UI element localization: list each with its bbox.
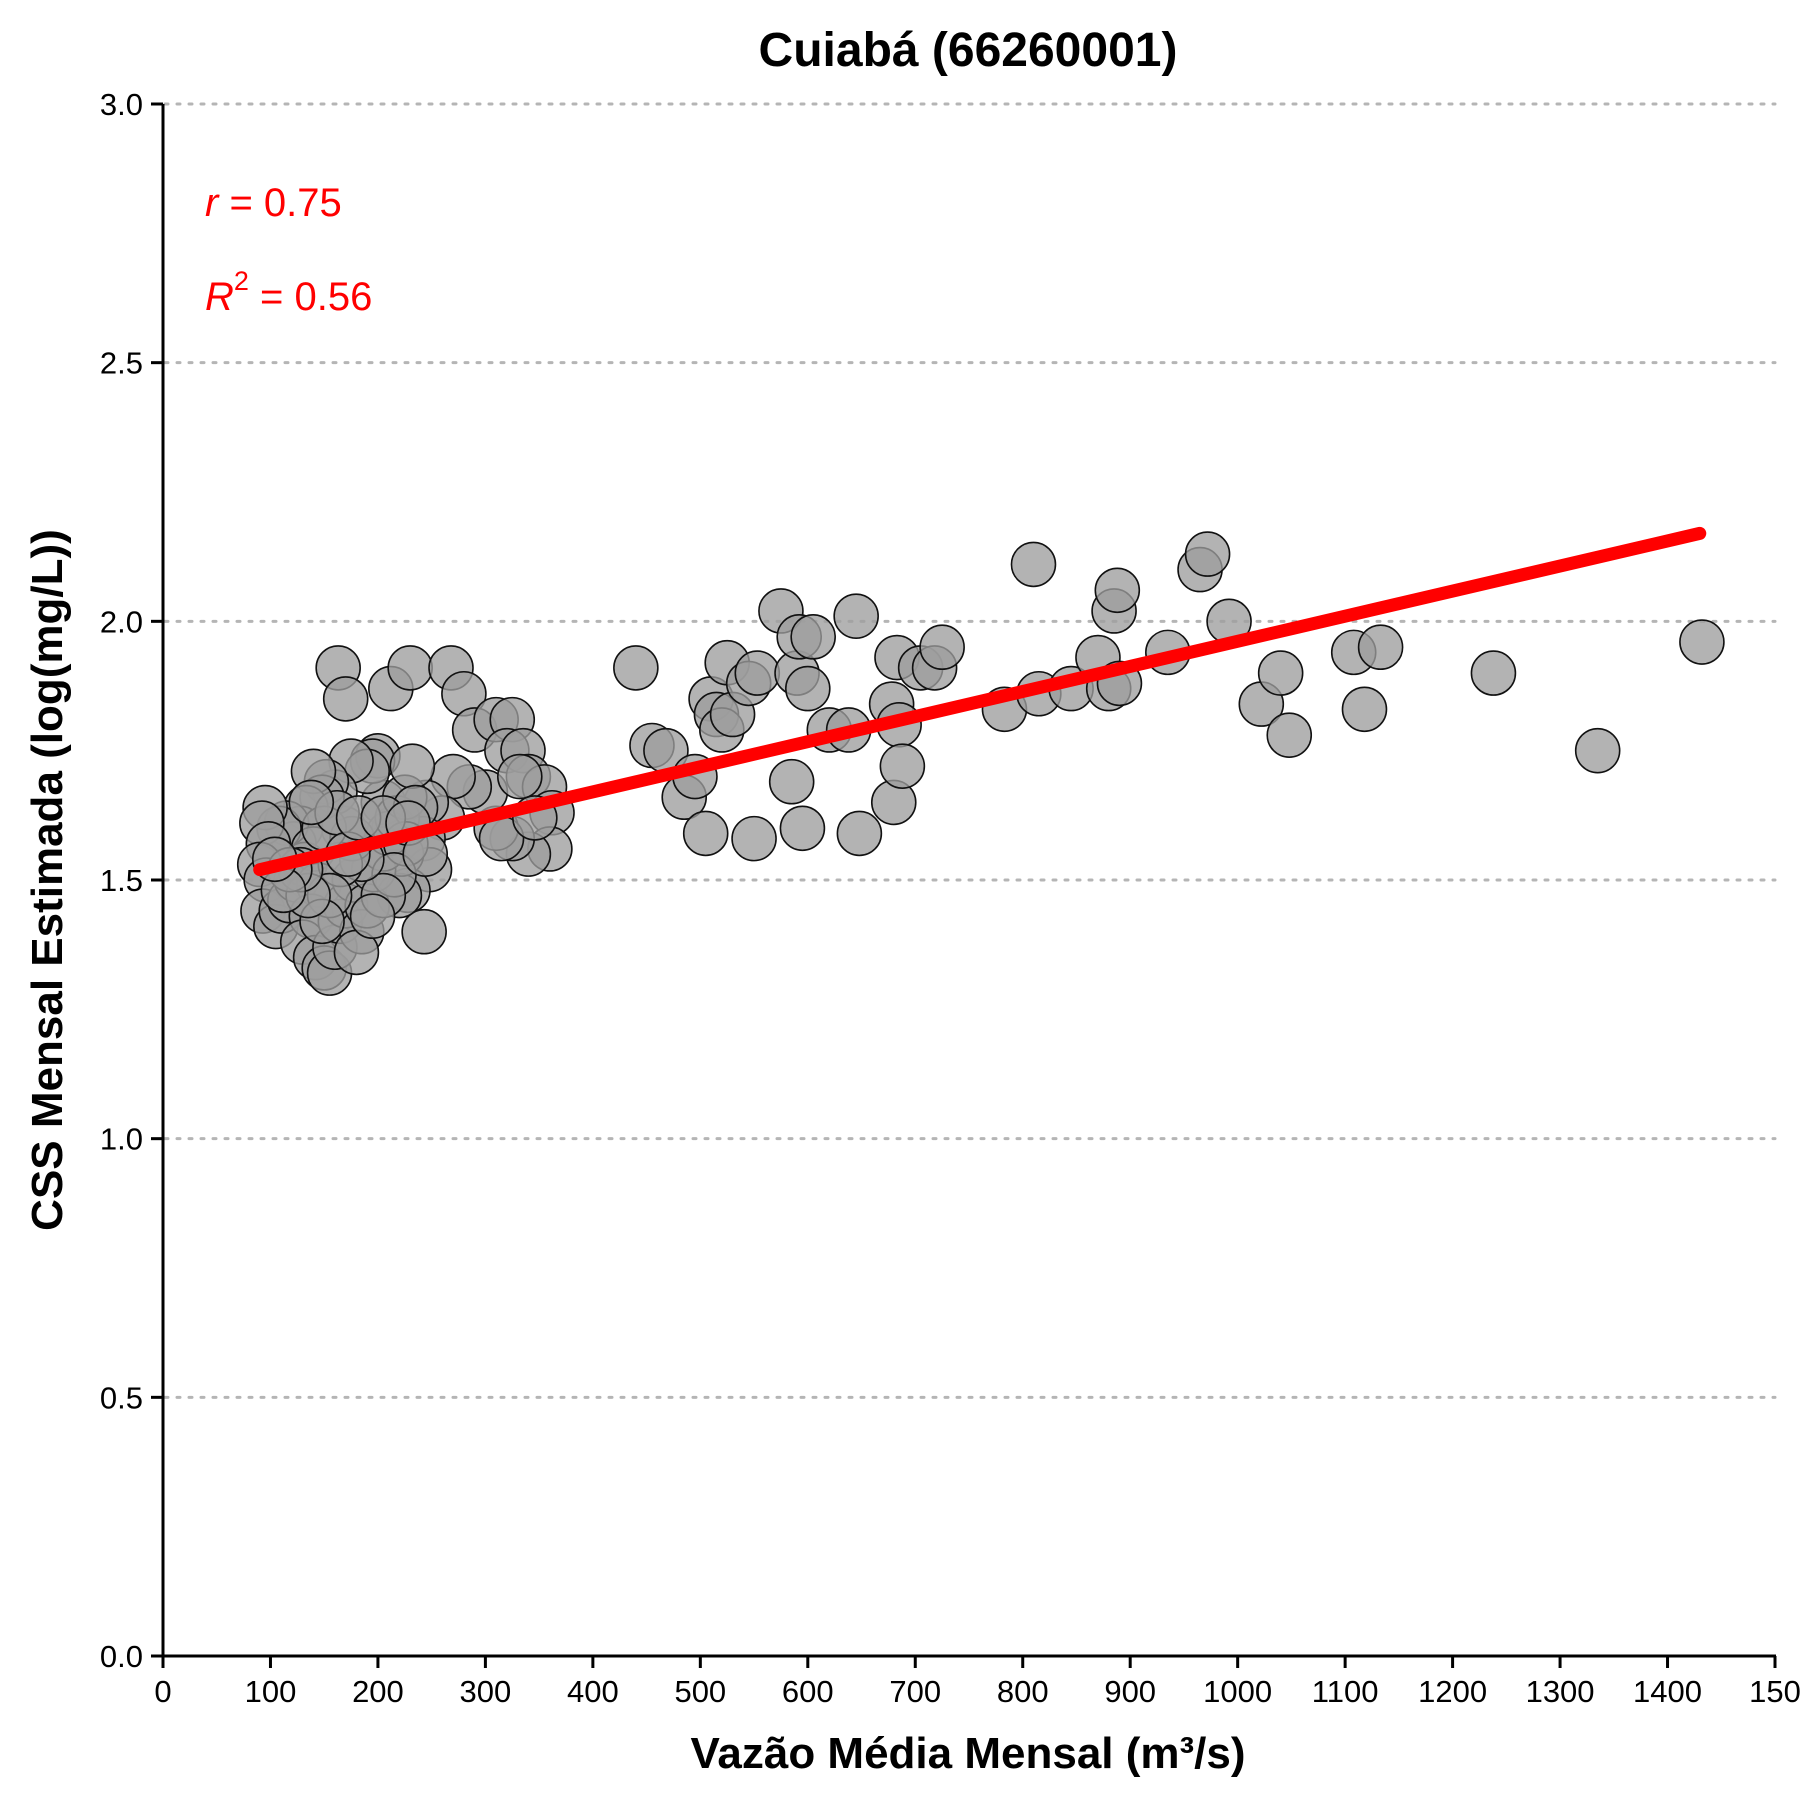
data-point bbox=[1257, 650, 1304, 696]
x-tick-label: 300 bbox=[460, 1674, 512, 1709]
x-tick-label: 150 bbox=[1749, 1674, 1800, 1709]
x-tick-label: 1200 bbox=[1418, 1674, 1487, 1709]
y-tick-label: 1.5 bbox=[100, 863, 143, 898]
data-point bbox=[1266, 712, 1313, 758]
x-axis-title: Vazão Média Mensal (m³/s) bbox=[690, 1729, 1245, 1778]
data-point bbox=[349, 893, 396, 940]
chart-title: Cuiabá (66260001) bbox=[759, 24, 1178, 77]
y-tick-label: 0.0 bbox=[100, 1639, 143, 1674]
data-point bbox=[1184, 531, 1231, 577]
data-point bbox=[879, 743, 926, 789]
data-point bbox=[682, 810, 729, 857]
data-point bbox=[1010, 541, 1057, 588]
data-point bbox=[496, 753, 543, 800]
data-point bbox=[1094, 567, 1141, 614]
y-tick-label: 2.5 bbox=[100, 346, 143, 381]
x-tick-label: 0 bbox=[154, 1674, 171, 1709]
x-tick-label: 1400 bbox=[1633, 1674, 1702, 1709]
data-point bbox=[833, 593, 879, 639]
y-tick-label: 3.0 bbox=[100, 87, 143, 122]
r-value: = 0.75 bbox=[218, 181, 341, 225]
r2-symbol: R bbox=[205, 275, 234, 319]
x-tick-label: 700 bbox=[889, 1674, 941, 1709]
points-layer bbox=[236, 531, 1725, 996]
x-tick-label: 200 bbox=[352, 1674, 404, 1709]
x-tick-label: 1300 bbox=[1526, 1674, 1595, 1709]
data-point bbox=[1574, 727, 1621, 774]
r2-superscript: 2 bbox=[234, 266, 249, 296]
y-tick-label: 2.0 bbox=[100, 604, 143, 639]
data-point bbox=[734, 650, 781, 696]
data-point bbox=[613, 645, 659, 691]
data-point bbox=[288, 779, 335, 826]
x-tick-label: 100 bbox=[245, 1674, 297, 1709]
data-point bbox=[1679, 619, 1725, 665]
correlation-annotation: r = 0.75 bbox=[205, 181, 342, 225]
ticks-layer: 0.0 0.5 1.0 1.5 2.0 2.5 3.0 0 100 200 300 400 500 600… bbox=[100, 87, 1800, 1709]
data-point bbox=[919, 624, 965, 671]
x-tick-label: 400 bbox=[567, 1674, 619, 1709]
x-tick-label: 1100 bbox=[1312, 1674, 1379, 1709]
y-tick-label: 0.5 bbox=[100, 1380, 143, 1415]
r2-value: = 0.56 bbox=[249, 275, 372, 319]
data-point bbox=[401, 908, 447, 955]
x-tick-label: 900 bbox=[1104, 1674, 1156, 1709]
data-point bbox=[784, 665, 831, 712]
data-point bbox=[731, 815, 777, 862]
data-point bbox=[389, 743, 436, 789]
regression-layer bbox=[253, 526, 1707, 877]
data-point bbox=[779, 805, 826, 852]
data-point bbox=[322, 676, 369, 722]
grid-layer bbox=[163, 102, 1777, 1399]
data-point bbox=[1470, 650, 1517, 696]
r-symbol: r bbox=[205, 181, 220, 225]
data-point bbox=[790, 614, 836, 660]
data-point bbox=[768, 758, 815, 805]
x-tick-label: 800 bbox=[997, 1674, 1049, 1709]
regression-line bbox=[253, 526, 1707, 877]
x-tick-label: 600 bbox=[782, 1674, 834, 1709]
data-point bbox=[1357, 624, 1404, 671]
y-tick-label: 1.0 bbox=[100, 1122, 143, 1157]
x-tick-label: 1000 bbox=[1203, 1674, 1272, 1709]
r-squared-annotation: R2 = 0.56 bbox=[205, 266, 372, 319]
x-tick-label: 500 bbox=[674, 1674, 726, 1709]
data-point bbox=[387, 645, 433, 691]
data-point bbox=[836, 810, 883, 857]
data-point bbox=[1341, 686, 1388, 733]
y-axis-title: CSS Mensal Estimada (log(mg/L)) bbox=[23, 529, 72, 1231]
